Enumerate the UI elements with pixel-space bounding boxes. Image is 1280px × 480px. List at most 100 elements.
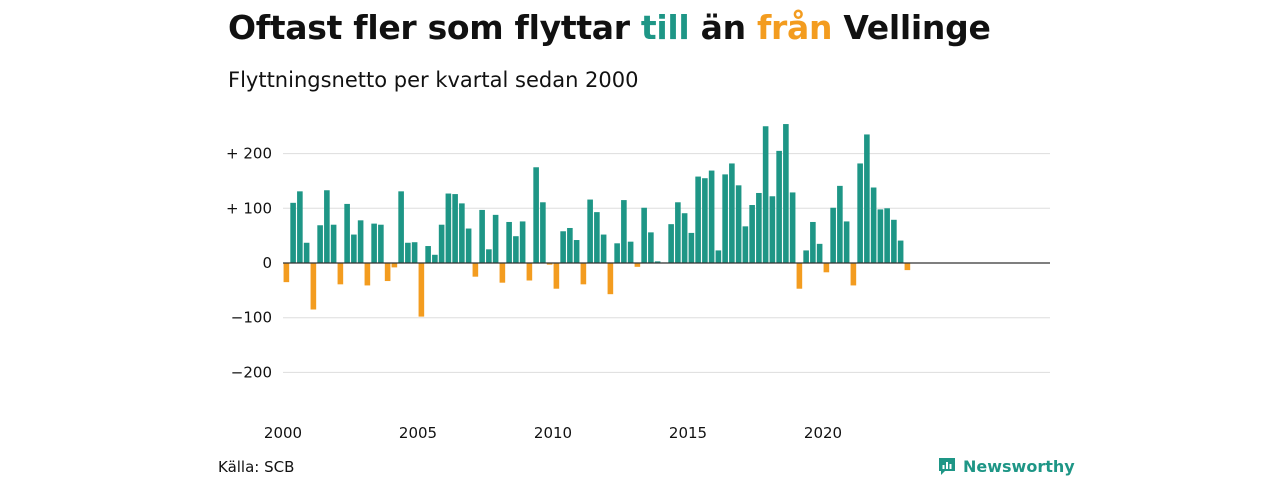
bar	[425, 246, 431, 263]
x-tick-label: 2015	[669, 424, 707, 442]
y-tick-label: + 200	[226, 145, 272, 163]
bar	[472, 263, 479, 277]
bar	[708, 170, 715, 263]
x-tick-label: 2010	[534, 424, 572, 442]
bar	[843, 221, 850, 263]
chart-title: Oftast fler som flyttar till än från Vel…	[228, 8, 991, 47]
y-tick-label: −100	[231, 309, 272, 327]
bar	[303, 242, 310, 263]
x-axis-ticks: 2000 2005 2010 2015 2020	[264, 424, 842, 442]
bar	[735, 185, 742, 263]
bar	[594, 212, 600, 263]
y-tick-label: + 100	[226, 199, 272, 217]
bar	[654, 261, 661, 263]
bar	[695, 176, 701, 263]
bar	[432, 254, 438, 263]
bar	[405, 242, 411, 263]
x-tick-label: 2005	[399, 424, 437, 442]
bar	[614, 243, 620, 263]
bar	[783, 124, 789, 263]
bar	[769, 196, 776, 263]
bar	[317, 225, 323, 263]
bar	[492, 214, 499, 263]
bar	[857, 163, 863, 263]
title-highlight-fran: från	[756, 8, 833, 47]
bar	[641, 207, 647, 263]
bar	[607, 263, 614, 295]
bar	[351, 234, 357, 263]
bar	[729, 163, 735, 263]
bar	[418, 263, 425, 317]
bar	[870, 187, 877, 263]
bar	[378, 224, 384, 263]
bar	[445, 193, 452, 263]
bar	[648, 232, 654, 263]
bar	[506, 221, 512, 263]
chart-subtitle: Flyttningsnetto per kvartal sedan 2000	[228, 68, 639, 92]
bar	[290, 202, 296, 263]
bar	[756, 192, 762, 263]
bar	[344, 203, 350, 263]
bar	[776, 150, 782, 263]
bar	[283, 263, 290, 283]
bar	[553, 263, 560, 289]
bar	[830, 207, 836, 263]
bar-chart: + 200 + 100 0 −100 −200 2000 2005 2010 2015 2020	[226, 124, 1050, 442]
bar	[533, 167, 539, 263]
bar	[823, 263, 830, 273]
bar	[391, 263, 398, 268]
bar	[519, 221, 526, 263]
bar	[796, 263, 803, 289]
y-axis-ticks: + 200 + 100 0 −100 −200	[226, 145, 272, 382]
bar	[688, 232, 695, 263]
bar	[486, 249, 492, 263]
bar	[810, 221, 816, 263]
bar	[742, 226, 749, 263]
brand-name: Newsworthy	[963, 456, 1075, 476]
bar	[479, 209, 485, 263]
bar	[337, 263, 344, 285]
bar	[324, 190, 330, 263]
bar	[297, 191, 303, 263]
bar	[891, 219, 897, 263]
source-note: Källa: SCB	[218, 458, 295, 476]
x-tick-label: 2020	[804, 424, 842, 442]
bars	[283, 124, 1050, 317]
bar	[627, 241, 634, 263]
y-tick-label: 0	[262, 254, 272, 272]
bar	[749, 205, 755, 263]
bar	[850, 263, 857, 286]
bar	[371, 223, 377, 263]
bar	[722, 174, 728, 263]
newsworthy-logo: Newsworthy	[937, 456, 1075, 476]
bar	[681, 213, 688, 263]
bar	[526, 263, 533, 281]
bar	[789, 192, 796, 263]
bar	[540, 202, 546, 263]
bar	[330, 224, 337, 263]
bar	[459, 203, 465, 263]
bar	[580, 263, 587, 285]
bar	[634, 263, 641, 267]
bar	[411, 242, 418, 263]
bar	[864, 134, 870, 263]
x-tick-label: 2000	[264, 424, 302, 442]
bar	[499, 263, 506, 283]
bar	[546, 263, 553, 265]
bar	[675, 202, 681, 263]
title-highlight-till: till	[640, 8, 690, 47]
bar	[364, 263, 371, 286]
bar	[884, 208, 890, 263]
bar	[715, 250, 722, 263]
bar	[573, 240, 580, 263]
bar	[897, 240, 904, 263]
bar	[762, 126, 769, 263]
bar	[384, 263, 391, 282]
y-tick-label: −200	[231, 363, 272, 381]
bar	[803, 250, 809, 263]
bar	[560, 231, 566, 263]
bar	[904, 263, 911, 271]
bar	[438, 224, 445, 263]
bar	[398, 191, 404, 263]
bar	[837, 185, 843, 263]
